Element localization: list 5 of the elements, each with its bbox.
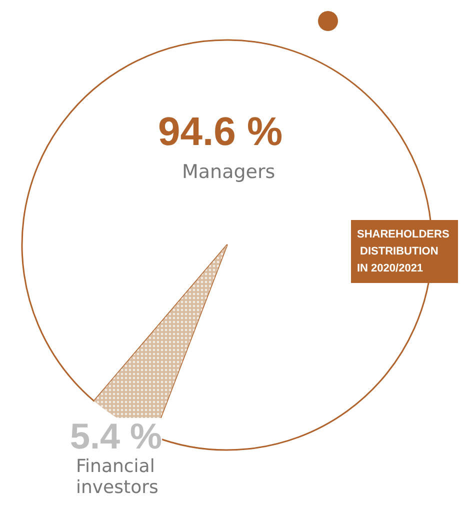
data-label: 94.6 % xyxy=(158,110,283,154)
slice-label: Financial investors xyxy=(76,456,160,498)
slice-label: Managers xyxy=(182,161,276,183)
text: SHAREHOLDERS DISTRIBUTION IN 2020/2021 xyxy=(357,228,450,274)
data-label: 5.4 % xyxy=(70,416,162,456)
